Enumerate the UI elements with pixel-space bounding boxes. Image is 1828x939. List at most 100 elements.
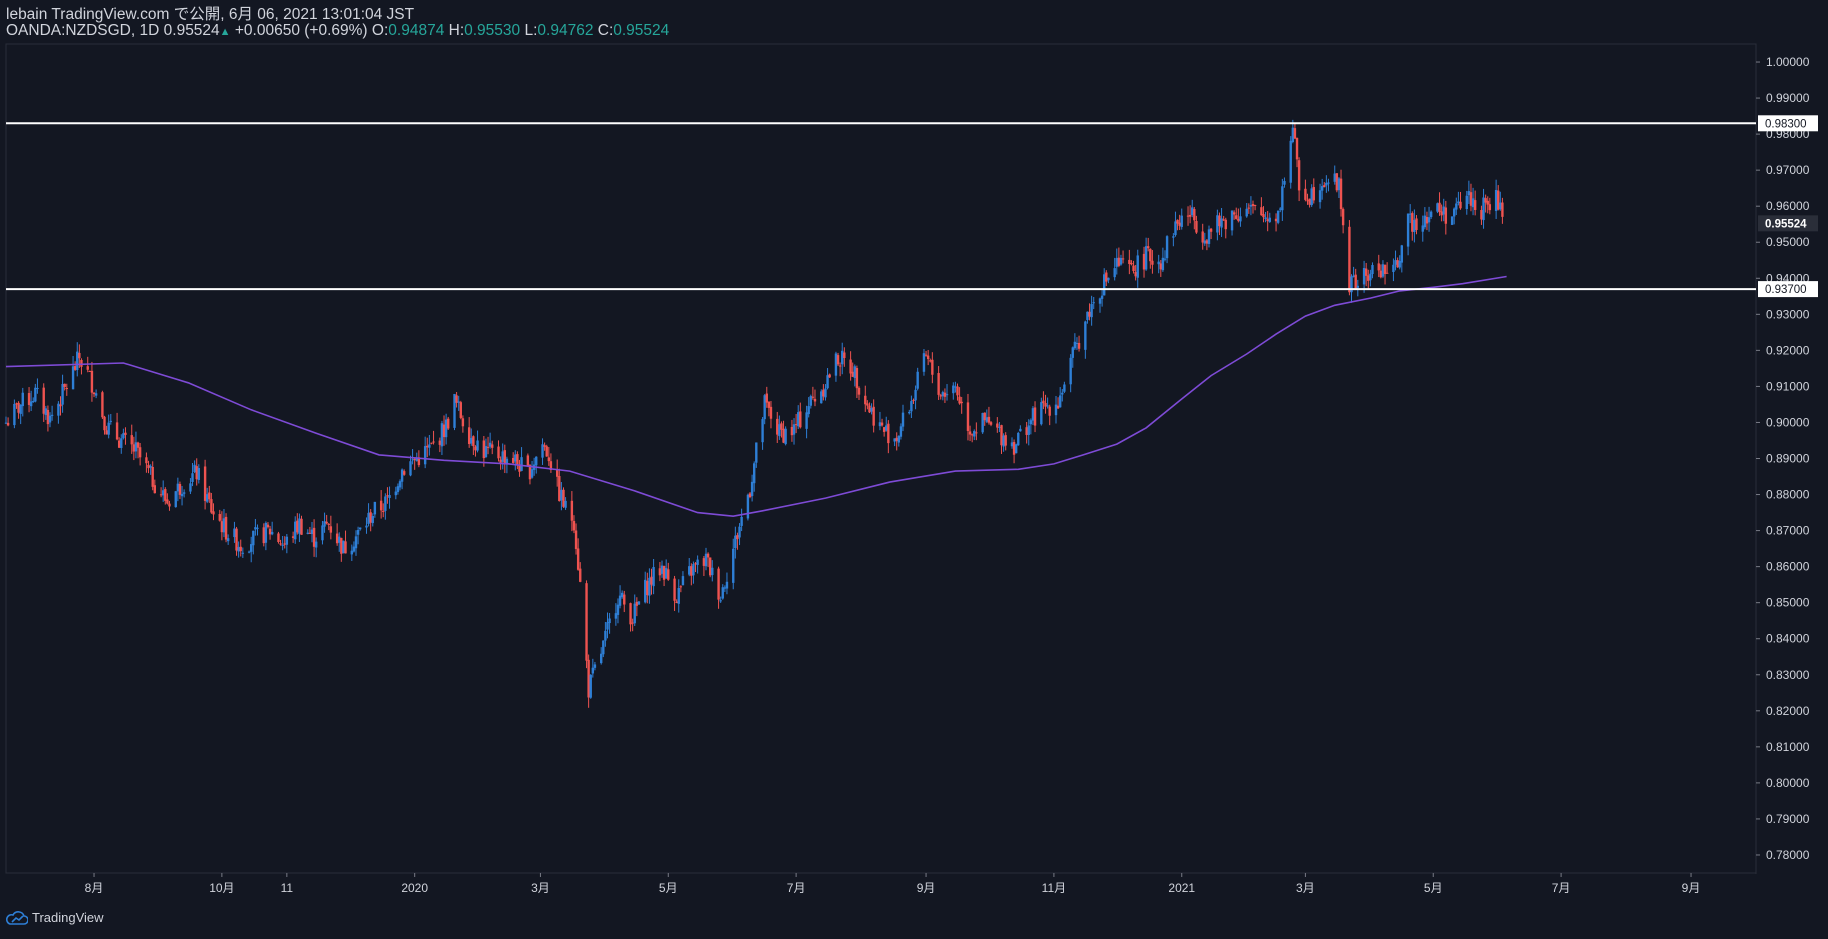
candle-body [48, 415, 52, 423]
candle-body [403, 471, 406, 475]
low-value: 0.94762 [537, 22, 594, 39]
candle-body [1379, 270, 1383, 278]
candle-body [692, 564, 695, 576]
candle-body [1394, 260, 1397, 265]
candle-body [1356, 285, 1359, 288]
candle-body [484, 446, 488, 458]
candle-body [329, 526, 333, 533]
candle-body [266, 524, 270, 528]
candle-body [344, 541, 347, 554]
candle-body [1421, 225, 1424, 232]
candle-body [1392, 264, 1395, 273]
candle-body [750, 481, 754, 497]
candle-body [1048, 406, 1051, 416]
candle-body [1413, 220, 1416, 232]
candle-body [1044, 403, 1047, 407]
candle-body [931, 359, 934, 375]
candle-body [1136, 255, 1139, 278]
candle-body [1149, 248, 1152, 262]
candle-body [614, 613, 618, 619]
y-tick-label: 0.79000 [1766, 812, 1810, 826]
candle-body [826, 375, 829, 389]
candle-body [606, 622, 609, 630]
candle-body [415, 457, 418, 461]
candle-body [893, 438, 896, 442]
candle-body [1142, 253, 1146, 270]
candle-body [690, 566, 693, 576]
candle-body [312, 527, 316, 547]
candle-body [1438, 202, 1441, 213]
y-tick-label: 0.96000 [1766, 199, 1810, 213]
candle-body [1251, 204, 1255, 206]
y-tick-label: 0.93000 [1766, 307, 1810, 321]
candle-body [1195, 220, 1198, 233]
candle-body [945, 394, 949, 396]
candle-body [1264, 217, 1267, 219]
candle-body [1406, 213, 1410, 247]
candle-body [323, 521, 326, 527]
candle-body [908, 411, 911, 414]
candle-body [264, 522, 268, 543]
candle-body [1276, 210, 1280, 223]
candle-body [161, 490, 165, 496]
candle-body [327, 523, 330, 525]
plot-frame [5, 43, 1757, 874]
candle-body [220, 521, 224, 533]
candle-body [1193, 209, 1196, 221]
y-tick-label: 0.86000 [1766, 560, 1810, 574]
candle-body [252, 530, 255, 546]
candle-body [78, 352, 81, 359]
candle-body [151, 466, 154, 487]
candle-body [501, 451, 504, 462]
candle-body [721, 587, 724, 599]
candle-body [442, 424, 446, 438]
tradingview-logo[interactable]: TradingView [6, 910, 104, 925]
x-tick-label: 11 [281, 881, 294, 895]
candle-body [36, 388, 39, 390]
candle-body [545, 446, 548, 457]
y-tick-label: 0.81000 [1766, 740, 1810, 754]
candle-body [283, 543, 286, 545]
y-tick-label: 0.99000 [1766, 91, 1810, 105]
candle-body [939, 395, 942, 397]
candle-body [1501, 202, 1504, 217]
candle-body [1268, 217, 1271, 222]
level-label-box [1758, 115, 1818, 132]
candle-body [1027, 425, 1030, 435]
y-tick-label: 0.78000 [1766, 848, 1810, 862]
candle-body [958, 396, 961, 404]
candle-body [872, 406, 875, 426]
brand-label: TradingView [32, 910, 104, 925]
candle-body [734, 535, 737, 549]
candle-body [1249, 205, 1253, 207]
candle-body [400, 469, 404, 482]
candle-body [792, 424, 796, 435]
candle-body [145, 457, 148, 464]
y-tick-label: 0.90000 [1766, 415, 1810, 429]
candle-body [887, 423, 890, 444]
candle-body [1350, 276, 1353, 293]
candle-body [1425, 216, 1429, 224]
candle-body [708, 557, 712, 576]
candle-body [652, 567, 655, 587]
y-tick-label: 0.83000 [1766, 668, 1810, 682]
candle-body [386, 495, 389, 497]
candle-body [342, 540, 345, 554]
candle-body [1444, 207, 1448, 224]
candle-body [1453, 208, 1456, 217]
candle-body [1337, 178, 1341, 191]
candle-body [1469, 192, 1473, 206]
candle-body [193, 464, 196, 473]
level-label: 0.98300 [1765, 118, 1807, 130]
high-label: H: [448, 22, 465, 39]
candle-body [996, 423, 999, 428]
candle-body [1178, 222, 1181, 226]
candle-body [1497, 190, 1500, 210]
candle-body [1457, 201, 1460, 204]
candle-body [1411, 213, 1414, 232]
candle-body [124, 432, 127, 435]
candle-body [109, 420, 112, 422]
candle-body [885, 425, 888, 431]
candle-body [306, 532, 309, 534]
